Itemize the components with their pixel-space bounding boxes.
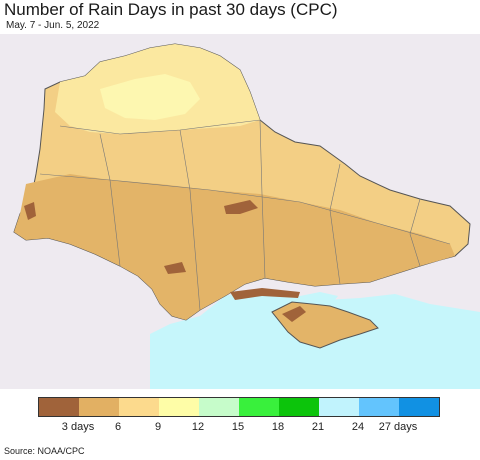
legend-swatch-6 (239, 398, 279, 416)
legend-swatch-9 (359, 398, 399, 416)
legend-label-6: 6 (114, 421, 122, 433)
coast-low-rain (230, 288, 300, 300)
low-rain-patch (224, 200, 258, 214)
legend-label-3: 3 days (61, 421, 95, 433)
legend-swatch-10 (399, 398, 439, 416)
legend-label-9: 9 (154, 421, 162, 433)
legend-swatch-5 (199, 398, 239, 416)
legend-swatch-4 (159, 398, 199, 416)
legend-swatch-3 (119, 398, 159, 416)
map-title: Number of Rain Days in past 30 days (CPC… (4, 0, 338, 19)
west-low-rain (24, 202, 36, 220)
date-range: May. 7 - Jun. 5, 2022 (6, 20, 100, 31)
crimea-low-rain (282, 306, 306, 322)
legend-label-12: 12 (191, 421, 205, 433)
source-credit: Source: NOAA/CPC (4, 446, 85, 456)
legend-swatches (38, 397, 440, 417)
legend-label-18: 18 (271, 421, 285, 433)
legend: 3 days 6 9 12 15 18 21 24 27 days (38, 397, 440, 437)
legend-label-27: 27 days (378, 421, 418, 433)
legend-label-24: 24 (351, 421, 365, 433)
legend-label-15: 15 (231, 421, 245, 433)
south-low-rain (164, 262, 186, 274)
legend-swatch-7 (279, 398, 319, 416)
sea-of-azov (300, 292, 338, 306)
legend-swatch-2 (79, 398, 119, 416)
legend-label-21: 21 (311, 421, 325, 433)
legend-swatch-8 (319, 398, 359, 416)
rain-days-map (0, 34, 480, 389)
light-north-patch (100, 74, 200, 120)
region-borders (39, 119, 451, 311)
central-south-zone (14, 174, 455, 320)
legend-ticks: 3 days 6 9 12 15 18 21 24 27 days (38, 421, 440, 437)
legend-swatch-1 (39, 398, 79, 416)
